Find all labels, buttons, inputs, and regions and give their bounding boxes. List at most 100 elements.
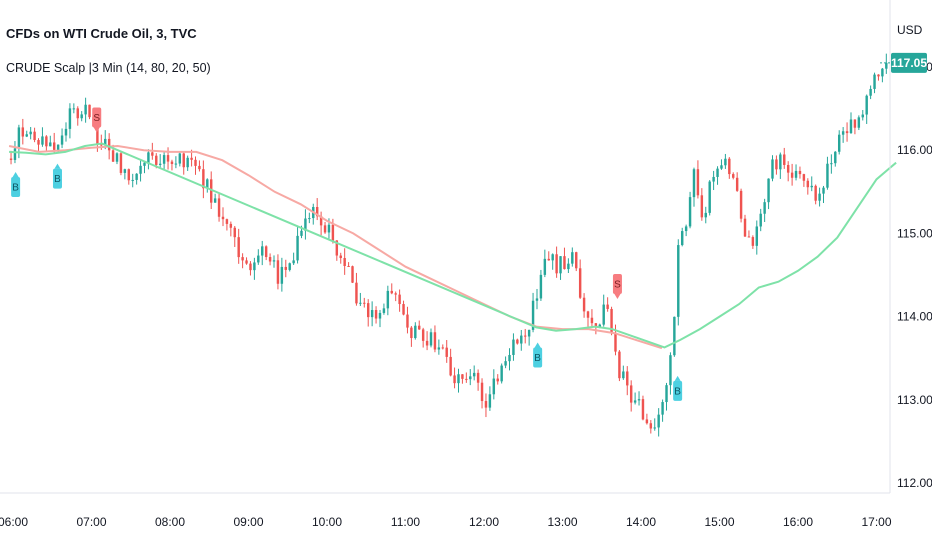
- candle[interactable]: [802, 173, 806, 187]
- candle[interactable]: [457, 368, 460, 393]
- candle[interactable]: [198, 160, 201, 172]
- candle[interactable]: [873, 72, 876, 94]
- candle[interactable]: [779, 152, 782, 179]
- candle[interactable]: [677, 239, 680, 326]
- buy-signal-marker[interactable]: B: [11, 172, 21, 197]
- candle[interactable]: [217, 193, 221, 222]
- candle[interactable]: [661, 399, 664, 422]
- candle[interactable]: [845, 122, 849, 142]
- candle[interactable]: [245, 257, 248, 265]
- candle[interactable]: [806, 178, 810, 195]
- candle[interactable]: [516, 338, 519, 345]
- candle[interactable]: [390, 283, 393, 295]
- candle[interactable]: [496, 374, 499, 385]
- candle[interactable]: [578, 259, 582, 299]
- candle[interactable]: [853, 119, 857, 135]
- candle[interactable]: [414, 322, 417, 340]
- candle[interactable]: [885, 53, 888, 74]
- candle[interactable]: [641, 395, 645, 421]
- candle[interactable]: [410, 326, 413, 347]
- candle[interactable]: [841, 127, 845, 143]
- candle[interactable]: [786, 161, 790, 182]
- candle[interactable]: [378, 309, 382, 328]
- candle[interactable]: [194, 156, 197, 175]
- candle[interactable]: [523, 328, 527, 344]
- candle[interactable]: [861, 110, 864, 121]
- candle[interactable]: [582, 293, 586, 318]
- candle[interactable]: [453, 367, 456, 389]
- candle[interactable]: [704, 206, 707, 224]
- candle[interactable]: [366, 299, 370, 327]
- candle[interactable]: [241, 253, 244, 269]
- candle[interactable]: [64, 122, 68, 142]
- candle[interactable]: [539, 269, 543, 301]
- candle[interactable]: [535, 288, 539, 310]
- candle[interactable]: [716, 166, 719, 185]
- candle[interactable]: [696, 160, 700, 199]
- candle[interactable]: [147, 149, 150, 170]
- candle[interactable]: [739, 188, 743, 223]
- candle[interactable]: [520, 330, 523, 351]
- candle[interactable]: [421, 327, 425, 348]
- candle[interactable]: [657, 408, 660, 437]
- candle[interactable]: [602, 294, 605, 327]
- candle[interactable]: [865, 94, 868, 124]
- candle[interactable]: [88, 104, 91, 120]
- candle[interactable]: [751, 235, 755, 249]
- candle[interactable]: [323, 221, 327, 234]
- candle[interactable]: [590, 309, 594, 327]
- candle[interactable]: [202, 160, 205, 199]
- candle[interactable]: [206, 178, 209, 193]
- candle[interactable]: [680, 227, 684, 247]
- candle[interactable]: [237, 228, 240, 264]
- candle[interactable]: [229, 221, 233, 237]
- candle[interactable]: [363, 297, 366, 308]
- candle[interactable]: [476, 369, 480, 391]
- candle[interactable]: [508, 348, 511, 371]
- candle[interactable]: [629, 380, 633, 412]
- candle[interactable]: [610, 306, 613, 336]
- candle[interactable]: [732, 172, 735, 180]
- candle[interactable]: [728, 157, 731, 179]
- candle[interactable]: [567, 258, 570, 274]
- candle[interactable]: [551, 253, 554, 270]
- candle[interactable]: [21, 118, 25, 145]
- candle[interactable]: [688, 191, 692, 229]
- candle[interactable]: [280, 257, 284, 292]
- candle[interactable]: [692, 167, 696, 207]
- candle[interactable]: [41, 127, 44, 147]
- candle[interactable]: [653, 418, 656, 431]
- candle[interactable]: [622, 365, 625, 380]
- candle[interactable]: [84, 97, 87, 123]
- candle[interactable]: [308, 212, 311, 224]
- candle[interactable]: [512, 333, 515, 361]
- candle[interactable]: [594, 323, 598, 335]
- candle[interactable]: [319, 211, 323, 236]
- candle[interactable]: [484, 393, 488, 418]
- candle[interactable]: [857, 115, 861, 131]
- candle[interactable]: [72, 103, 76, 114]
- candle[interactable]: [881, 67, 884, 83]
- candle[interactable]: [347, 262, 350, 267]
- candle[interactable]: [747, 230, 751, 238]
- candle[interactable]: [798, 166, 802, 179]
- candle[interactable]: [669, 352, 672, 395]
- candle[interactable]: [441, 344, 445, 350]
- candle[interactable]: [37, 138, 40, 153]
- candle[interactable]: [810, 176, 813, 192]
- candle[interactable]: [767, 178, 770, 210]
- candle[interactable]: [818, 187, 821, 207]
- candle[interactable]: [559, 256, 562, 280]
- candle[interactable]: [637, 391, 641, 406]
- candle[interactable]: [645, 413, 649, 425]
- candle[interactable]: [370, 301, 374, 327]
- candle[interactable]: [355, 272, 358, 306]
- candle[interactable]: [425, 331, 429, 351]
- candle[interactable]: [382, 303, 386, 315]
- candle[interactable]: [143, 162, 146, 174]
- candle[interactable]: [712, 170, 715, 191]
- candle[interactable]: [213, 193, 217, 203]
- candle[interactable]: [618, 350, 621, 382]
- indicator-legend[interactable]: CRUDE Scalp |3 Min (14, 80, 20, 50): [6, 61, 211, 75]
